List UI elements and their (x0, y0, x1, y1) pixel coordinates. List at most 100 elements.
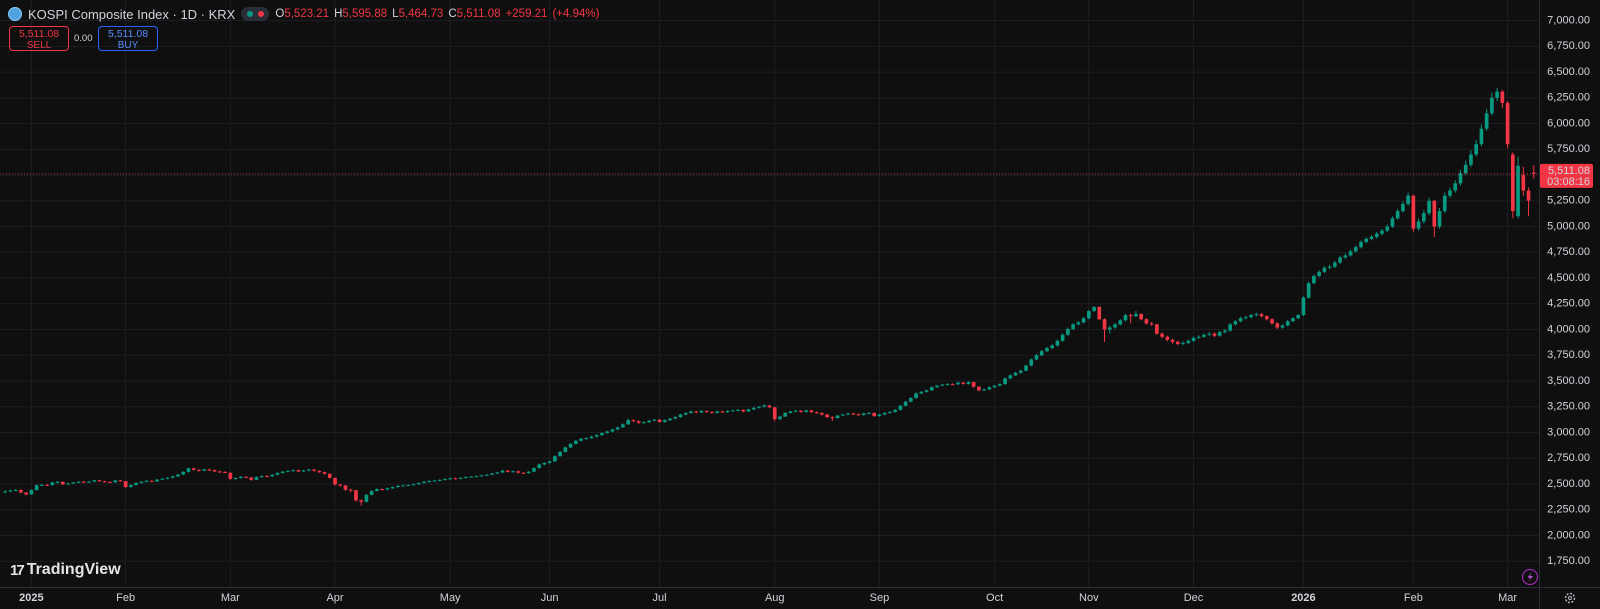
candle-body (176, 474, 180, 477)
candle-body (280, 471, 285, 473)
candle-body (484, 474, 489, 476)
buy-label: BUY (117, 40, 139, 51)
watermark: 17 TradingView (10, 561, 121, 579)
ohlc-prefix: O (275, 8, 285, 20)
candle-body (1453, 183, 1458, 191)
candle-body (437, 479, 442, 481)
candle-body (814, 412, 819, 414)
candle-body (762, 405, 767, 407)
buy-price: 5,511.08 (107, 28, 149, 40)
y-tick-label: 2,250.00 (1547, 504, 1590, 516)
candle-body (929, 387, 934, 391)
candle-body (1107, 327, 1112, 330)
candle-body (516, 471, 521, 473)
candle-body (1291, 318, 1295, 322)
candle-body (584, 438, 589, 440)
candle-body (935, 385, 939, 388)
candle-body (1008, 375, 1013, 379)
candle-body (270, 474, 275, 477)
candle-body (1254, 314, 1259, 316)
candle-body (767, 405, 772, 408)
candle-body (563, 447, 568, 452)
candle-body (1139, 314, 1143, 320)
y-tick-label: 6,000.00 (1547, 117, 1590, 129)
candle-body (615, 427, 620, 430)
candle-body (19, 489, 23, 493)
candle-body (636, 421, 641, 423)
candle-body (1097, 306, 1102, 320)
candle-body (469, 476, 473, 478)
candle-body (1102, 319, 1107, 330)
symbol-title[interactable]: KOSPI Composite Index · 1D · KRX (28, 6, 236, 22)
candle-body (757, 406, 761, 408)
sell-price: 5,511.08 (18, 28, 60, 40)
candle-body (668, 418, 672, 421)
buy-button[interactable]: 5,511.08 BUY (98, 26, 158, 51)
last-price-box (1540, 163, 1593, 188)
candle-body (1223, 330, 1227, 333)
candle-body (3, 491, 8, 493)
candle-body (1469, 154, 1473, 165)
candle-body (369, 491, 374, 495)
candle-body (704, 410, 709, 412)
candle-body (1422, 213, 1426, 222)
candle-body (181, 471, 186, 475)
candle-body (867, 412, 871, 414)
x-tick-label: Jul (653, 592, 667, 604)
candle-body (207, 469, 212, 471)
candle-body (888, 411, 892, 413)
candle-body (202, 469, 206, 471)
candle-body (60, 481, 65, 485)
sell-button[interactable]: 5,511.08 SELL (9, 26, 69, 51)
y-tick-label: 6,500.00 (1547, 66, 1590, 78)
candle-body (155, 479, 159, 482)
y-tick-label: 4,000.00 (1547, 323, 1590, 335)
candle-body (81, 481, 86, 483)
candle-body (118, 480, 123, 482)
candle-body (286, 470, 290, 472)
candle-body (1160, 333, 1164, 337)
candle-body (149, 480, 154, 482)
x-tick-label: May (440, 592, 461, 604)
candle-body (1264, 316, 1269, 320)
candle-body (647, 420, 651, 423)
candle-body (390, 487, 395, 489)
candle-body (788, 411, 793, 413)
candle-body (736, 409, 740, 411)
settings-button[interactable] (1564, 592, 1576, 604)
y-tick-label: 5,750.00 (1547, 143, 1590, 155)
ohlc-prefix: H (334, 8, 343, 20)
candle-body (542, 462, 547, 465)
candle-body (443, 479, 447, 481)
candle-body (139, 481, 144, 483)
candle-body (741, 409, 746, 412)
candle-body (479, 475, 484, 477)
candle-body (961, 382, 966, 384)
candle-body (401, 485, 405, 487)
status-pill[interactable] (241, 7, 270, 21)
candle-body (301, 470, 306, 472)
candle-body (861, 413, 866, 416)
candle-body (1071, 324, 1075, 330)
y-tick-label: 2,750.00 (1547, 452, 1590, 464)
candle-body (820, 412, 824, 415)
candle-body (186, 468, 191, 472)
y-tick-label: 2,000.00 (1547, 529, 1590, 541)
candle-body (359, 500, 364, 502)
candle-body (1484, 113, 1489, 129)
candle-body (333, 477, 337, 485)
candle-body (228, 472, 233, 479)
candle-body (631, 420, 636, 422)
candle-body (1259, 314, 1264, 317)
candle-body (1374, 233, 1379, 237)
candle-body (882, 412, 887, 415)
candle-body (856, 414, 861, 416)
candle-body (1411, 195, 1416, 229)
candle-body (1296, 315, 1301, 319)
candle-body (1521, 175, 1526, 191)
candle-body (673, 417, 678, 419)
candle-body (1212, 333, 1217, 336)
candle-body (579, 438, 583, 441)
lightning-button[interactable] (1521, 568, 1539, 586)
